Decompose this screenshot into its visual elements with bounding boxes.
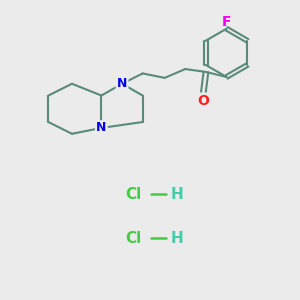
Text: N: N xyxy=(117,77,127,90)
Text: N: N xyxy=(96,122,106,134)
Text: F: F xyxy=(222,15,231,29)
Text: H: H xyxy=(170,231,183,246)
Text: O: O xyxy=(197,94,209,108)
Text: Cl: Cl xyxy=(126,187,142,202)
Text: Cl: Cl xyxy=(126,231,142,246)
Text: H: H xyxy=(170,187,183,202)
